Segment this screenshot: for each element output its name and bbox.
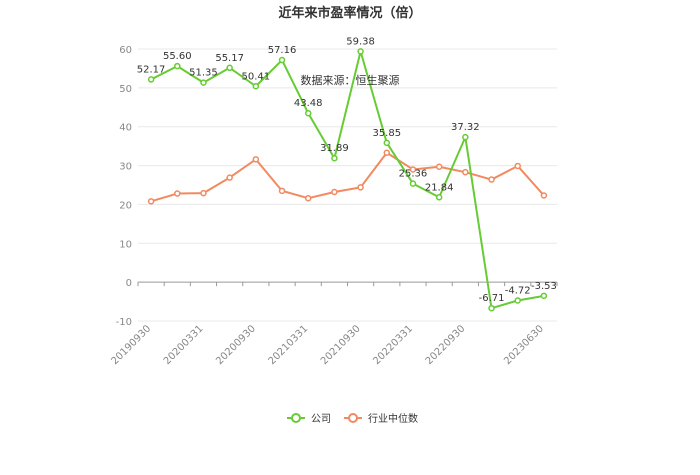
company-data-point[interactable] (278, 56, 286, 64)
company-data-label: 31.89 (320, 143, 349, 154)
company-data-label: 35.85 (372, 128, 401, 139)
y-tick-label: 10 (119, 239, 132, 250)
company-data-point[interactable] (174, 62, 181, 70)
legend-marker-icon (348, 413, 358, 423)
x-tick-label: 20200930 (214, 323, 258, 367)
y-tick-label: -10 (116, 317, 132, 328)
company-data-label: -6.71 (479, 293, 505, 304)
company-data-point[interactable] (488, 304, 495, 312)
company-data-label: -3.53 (531, 281, 557, 292)
company-data-point[interactable] (357, 48, 364, 55)
company-series-line (150, 50, 545, 310)
y-tick-label: 0 (126, 278, 132, 289)
company-data-point[interactable] (200, 79, 207, 86)
industry-median-data-point[interactable] (357, 184, 364, 191)
industry-median-data-point[interactable] (540, 192, 548, 199)
company-data-label: 55.17 (215, 53, 244, 64)
company-data-point[interactable] (304, 109, 312, 117)
industry-median-data-point[interactable] (174, 190, 181, 197)
company-data-point[interactable] (147, 76, 155, 83)
company-data-label: 43.48 (294, 98, 323, 109)
industry-median-data-point[interactable] (226, 174, 233, 181)
industry-median-data-point[interactable] (409, 166, 417, 173)
industry-median-data-point[interactable] (278, 187, 286, 195)
legend-item-company[interactable]: 公司 (287, 413, 331, 425)
company-data-label: 51.35 (189, 68, 218, 79)
data-labels: 52.17 55.60 51.35 55.17 50.41 57.16 43.48 31.89… (137, 36, 557, 304)
x-tick-label: 20220930 (424, 323, 468, 367)
source-note: 数据来源：恒生聚源 (301, 73, 400, 87)
industry-median-data-point[interactable] (331, 188, 338, 196)
company-data-point[interactable] (409, 180, 417, 187)
x-tick-label: 20220331 (371, 323, 415, 367)
x-tick-label: 20230630 (502, 323, 546, 367)
company-data-point[interactable] (383, 139, 391, 147)
x-tick-label: 20210930 (319, 323, 363, 367)
company-data-point[interactable] (226, 64, 233, 72)
legend[interactable]: 公司 行业中位数 (287, 412, 418, 425)
y-tick-label: 60 (119, 45, 132, 56)
industry-median-data-point[interactable] (252, 156, 260, 163)
industry-median-data-point[interactable] (488, 176, 495, 183)
industry-median-series-line (150, 151, 545, 203)
company-data-point[interactable] (462, 133, 469, 141)
chart-title: 近年来市盈率情况（倍） (278, 5, 421, 21)
company-data-point[interactable] (435, 194, 443, 201)
company-data-label: 25.36 (399, 169, 428, 180)
legend-label: 公司 (311, 414, 331, 425)
company-data-label: 50.41 (242, 71, 271, 82)
company-data-label: 21.84 (425, 182, 454, 193)
company-data-label: -4.72 (505, 285, 531, 296)
y-tick-label: 30 (119, 162, 132, 173)
legend-marker-icon (291, 413, 301, 423)
industry-median-data-point[interactable] (147, 198, 155, 205)
legend-label: 行业中位数 (368, 412, 418, 425)
company-data-label: 37.32 (451, 122, 480, 133)
company-data-label: 55.60 (163, 51, 192, 62)
company-data-label: 57.16 (268, 45, 297, 56)
series-lines (147, 48, 548, 312)
y-tick-label: 50 (119, 84, 132, 95)
x-tick-label: 20190930 (109, 323, 153, 367)
grid-lines (138, 48, 557, 322)
industry-median-data-point[interactable] (462, 168, 469, 176)
company-data-point[interactable] (252, 83, 260, 90)
industry-median-data-point[interactable] (304, 194, 312, 202)
company-data-label: 52.17 (137, 64, 166, 75)
company-data-point[interactable] (331, 154, 338, 162)
industry-median-data-point[interactable] (514, 162, 521, 170)
company-data-point[interactable] (540, 292, 548, 300)
company-data-point[interactable] (514, 297, 521, 304)
industry-median-data-point[interactable] (200, 189, 207, 197)
industry-median-data-point[interactable] (435, 163, 443, 170)
legend-item-industry-median[interactable]: 行业中位数 (344, 412, 418, 425)
industry-median-data-point[interactable] (383, 149, 391, 156)
axes: -10 0 10 20 30 40 50 60 20190930 20200331 20200930… (109, 45, 558, 367)
y-tick-label: 40 (119, 123, 132, 134)
y-tick-label: 20 (119, 200, 132, 211)
x-tick-label: 20210331 (267, 323, 311, 367)
company-data-label: 59.38 (346, 36, 375, 47)
x-tick-label: 20200331 (162, 323, 206, 367)
